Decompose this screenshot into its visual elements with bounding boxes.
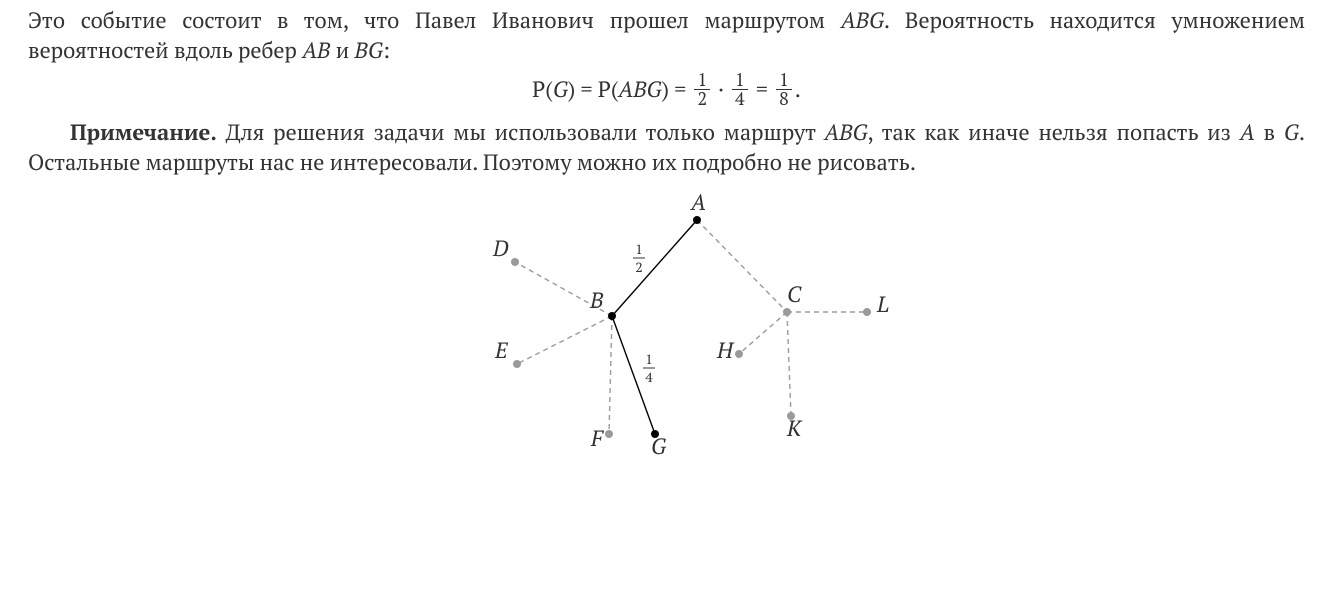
p1-text-c: и (330, 36, 354, 65)
f1d: 2 (694, 90, 710, 108)
node-label-E: E (494, 336, 509, 365)
svg-text:2: 2 (635, 258, 642, 277)
p1-route1: ABG (841, 6, 884, 35)
edge-A-B (612, 220, 697, 316)
f-dot: · (713, 75, 729, 104)
fraction-3: 18 (776, 71, 792, 108)
node-label-K: K (786, 414, 803, 443)
f-arg1: G (553, 75, 568, 104)
node-label-G: G (651, 432, 667, 461)
node-label-B: B (589, 286, 604, 315)
edge-B-F (609, 316, 612, 434)
node-B (608, 312, 616, 320)
p2-text-a: Для решения задачи мы использовали тольк… (217, 118, 825, 147)
node-A (693, 216, 701, 224)
node-H (735, 350, 743, 358)
edge-C-K (787, 312, 791, 416)
f-period: . (795, 75, 801, 104)
node-label-H: H (716, 336, 735, 365)
edge-C-H (739, 312, 787, 354)
fraction-1: 12 (694, 71, 710, 108)
edge-A-C (697, 220, 787, 312)
p1-text-a: Это событие состоит в том, что Павел Ива… (28, 6, 841, 35)
p1-text-d: : (383, 36, 390, 65)
diagram-container: 1214ABCDEFGHKL (28, 184, 1305, 474)
page: Это событие состоит в том, что Павел Ива… (0, 0, 1333, 484)
formula-block: P(G) = P(ABG) = 12 · 14 = 18. (28, 73, 1305, 110)
f-arg2: ABG (618, 75, 661, 104)
route-diagram: 1214ABCDEFGHKL (387, 184, 947, 474)
f-rhs1: ) = P( (568, 75, 619, 104)
p2-text-c: в (1255, 118, 1284, 147)
node-label-F: F (590, 424, 605, 453)
p1-edge1: AB (302, 36, 330, 65)
p2-route: ABG (824, 118, 867, 147)
paragraph-note: Примечание. Для решения задачи мы исполь… (28, 118, 1305, 179)
svg-text:1: 1 (635, 240, 642, 259)
node-label-A: A (689, 188, 706, 217)
svg-text:1: 1 (645, 350, 652, 369)
node-E (513, 360, 521, 368)
node-C (783, 308, 791, 316)
p2-G: G (1284, 118, 1299, 147)
p2-text-b: , так как иначе нельзя попасть из (867, 118, 1239, 147)
f-rhs2: ) = (661, 75, 691, 104)
node-label-C: C (787, 280, 802, 309)
edge-label-1: 14 (643, 350, 655, 387)
p1-edge2: BG (355, 36, 383, 65)
edge-B-E (517, 316, 612, 364)
fraction-2: 14 (732, 71, 748, 108)
node-label-L: L (876, 290, 889, 319)
note-label: Примечание. (70, 118, 217, 147)
p2-A: A (1240, 118, 1255, 147)
edge-label-0: 12 (633, 240, 645, 277)
node-label-D: D (492, 234, 509, 263)
f3d: 8 (776, 90, 792, 108)
node-F (605, 430, 613, 438)
f-lhs1: P( (532, 75, 553, 104)
f2d: 4 (732, 90, 748, 108)
node-D (511, 258, 519, 266)
svg-text:4: 4 (645, 368, 653, 387)
f-eq: = (751, 75, 773, 104)
paragraph-1: Это событие состоит в том, что Павел Ива… (28, 6, 1305, 67)
node-L (863, 308, 871, 316)
